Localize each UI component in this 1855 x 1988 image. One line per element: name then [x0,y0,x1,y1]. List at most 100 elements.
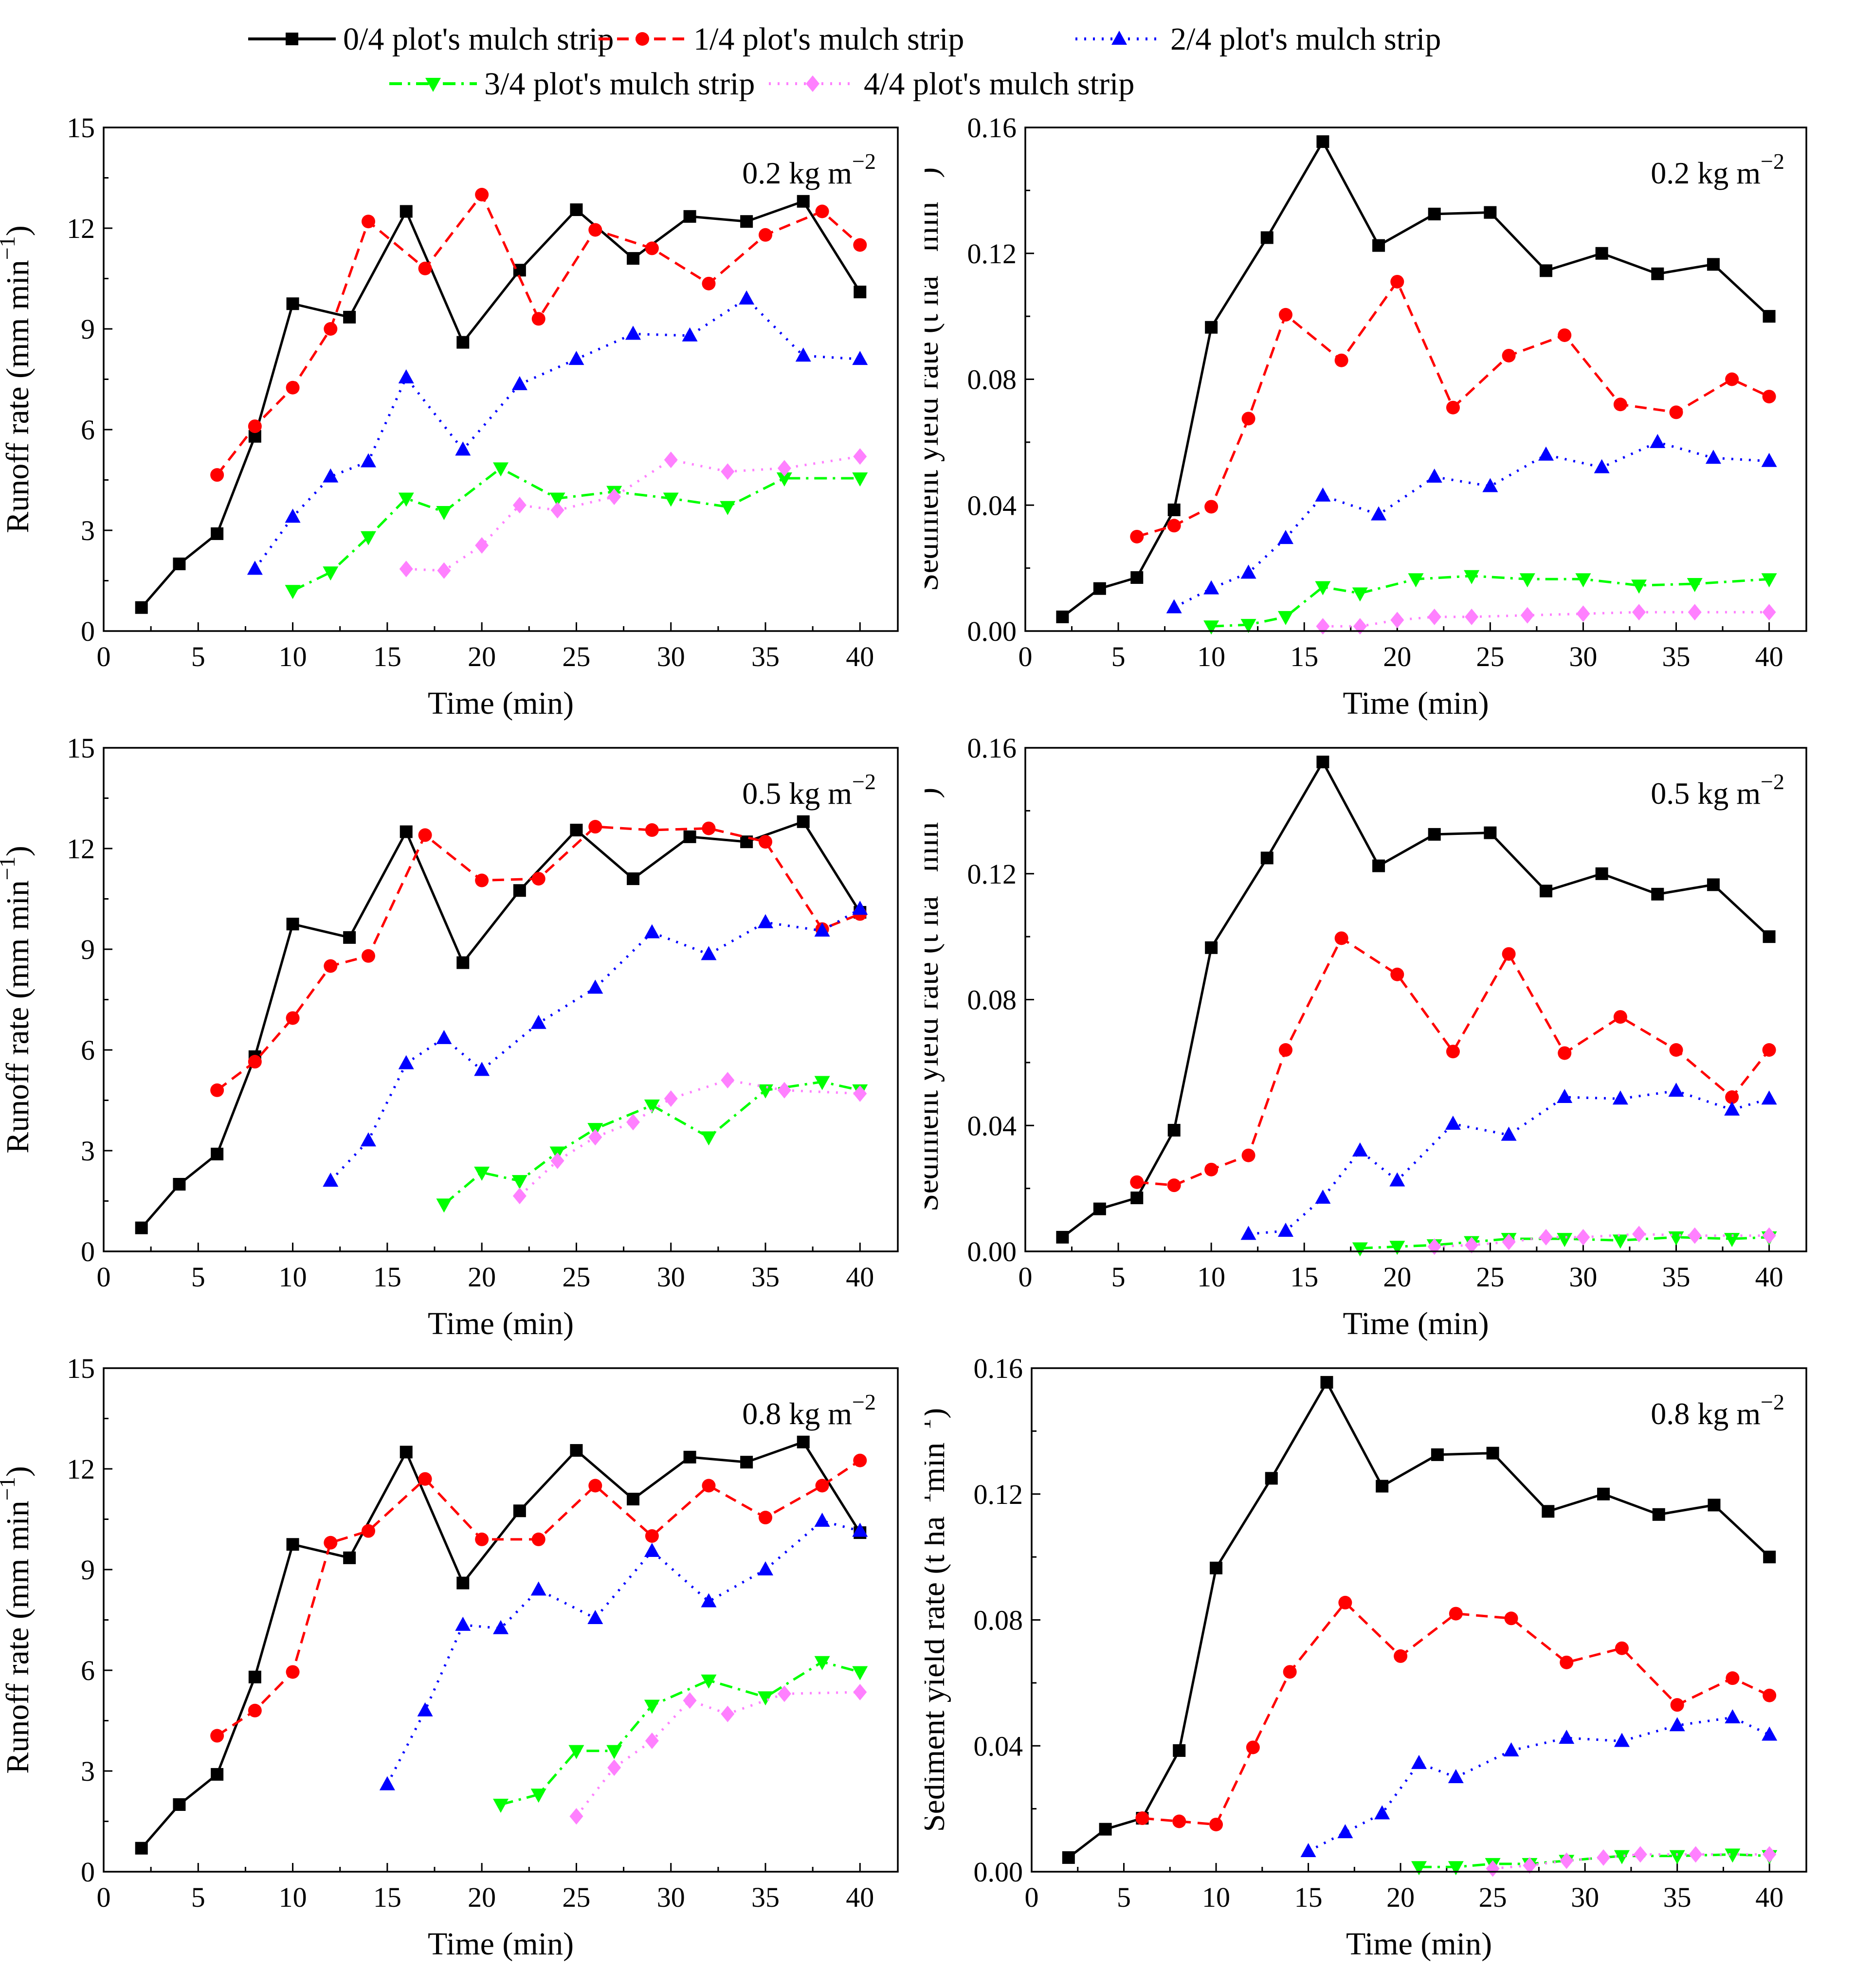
x-tick-label: 25 [1476,641,1504,672]
legend-entry: 0/4 plot's mulch strip [248,21,614,57]
data-point [1203,580,1219,595]
data-point [1669,1850,1685,1864]
data-point [1390,612,1404,629]
data-point [702,276,716,290]
data-point [1484,206,1497,219]
y-tick-label: 0.12 [967,238,1017,270]
data-point [1725,372,1739,386]
data-point [550,1152,564,1169]
x-tick-label: 30 [657,1261,685,1293]
data-point [682,327,698,342]
series [1300,1709,1778,1857]
data-point [530,1014,546,1029]
series [436,1076,868,1213]
data-point [1762,604,1776,621]
data-point [627,1493,639,1506]
data-point [645,241,659,255]
data-point [644,1543,660,1557]
data-point [758,914,773,928]
data-point [1540,264,1552,277]
data-point [1708,1499,1721,1512]
series [1352,1231,1777,1257]
data-point [456,336,470,349]
chart-sediment-0.5: 0 5 10 15 20 25 30 35 40 0.00 0.04 0.08 0.12 0.16 0.5 … [925,732,1807,1341]
x-axis-label: Time (min) [428,1926,574,1962]
data-point [683,1692,697,1709]
data-point [721,1072,735,1089]
data-point [1390,967,1404,981]
y-tick-label: 0.12 [974,1479,1023,1510]
data-point [853,238,867,252]
data-point [852,1666,868,1681]
data-point [475,537,489,554]
y-tick-label: 15 [67,1353,95,1384]
x-tick-label: 40 [1755,1261,1783,1293]
series-line [329,908,861,1182]
data-point [323,566,339,581]
data-point [683,830,696,843]
data-point [418,1472,432,1486]
data-point [1502,348,1516,362]
data-point [588,820,602,834]
plot-frame [103,1367,899,1873]
data-point [1260,231,1273,244]
series [1056,756,1776,1244]
data-point [343,310,356,324]
series-line [1323,611,1769,628]
data-point [210,1729,224,1743]
series [1486,1846,1777,1877]
data-point [418,261,432,275]
y-tick-label: 0.16 [967,732,1017,764]
data-point [702,1479,716,1493]
data-point [513,1504,526,1518]
y-tick-label: 3 [81,1135,95,1167]
data-point [568,351,584,365]
data-point [1669,1717,1685,1732]
y-tick-label: 0 [81,1236,95,1267]
data-point [1725,1709,1741,1724]
data-point [1427,608,1441,625]
series-line [443,1081,860,1206]
x-tick-label: 15 [373,641,401,672]
data-point [1632,604,1646,621]
series-line [575,1691,860,1817]
data-point [568,1745,584,1759]
data-point [455,1616,471,1631]
series [135,195,867,614]
data-point [625,325,641,340]
data-point [1687,578,1703,592]
data-point [286,297,299,310]
data-point [286,1665,300,1679]
data-point [721,463,735,480]
data-point [1486,1446,1499,1460]
data-point [210,468,224,482]
data-point [814,1512,830,1527]
data-point [1449,1607,1463,1621]
data-point [797,815,810,828]
data-point [853,1683,867,1700]
data-point [1519,573,1535,588]
x-tick-label: 35 [1662,641,1691,672]
y-axis-label: Sediment yield rate (t ha−1min−1) [925,167,945,591]
data-point [436,1198,452,1213]
data-point [248,1055,262,1069]
data-point [135,1221,148,1234]
x-tick-label: 0 [97,1881,111,1913]
data-point [1763,1846,1777,1863]
data-point [1613,398,1627,412]
data-point [740,1456,753,1469]
data-point [362,949,375,963]
data-point [1520,607,1534,624]
series [1062,1376,1776,1864]
data-point [758,1691,773,1706]
series-line [292,467,860,592]
data-point [1240,619,1256,633]
series-line [1068,1381,1770,1859]
data-point [550,502,564,519]
data-point [1316,135,1329,148]
series-line [1142,1601,1770,1826]
data-point [455,441,471,456]
series-line [140,820,861,1229]
data-point [1689,1846,1703,1863]
data-point [1241,412,1255,426]
